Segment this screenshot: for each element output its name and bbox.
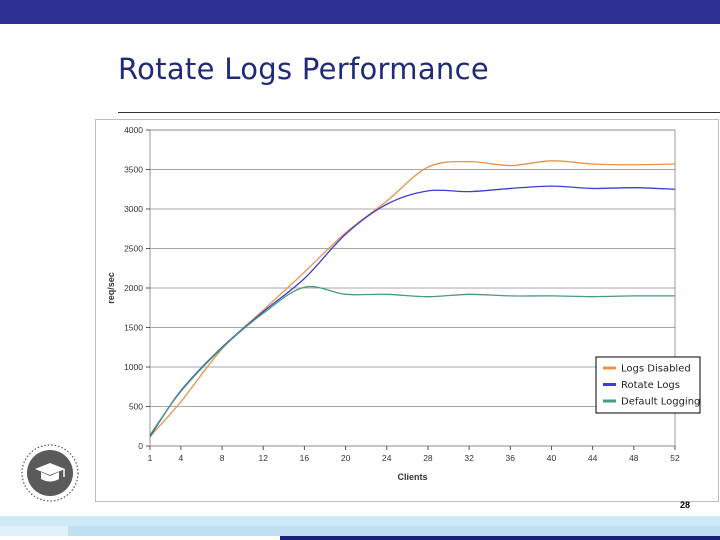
y-tick-label: 0 bbox=[138, 441, 143, 451]
series-line-default-logging bbox=[149, 285, 676, 436]
x-tick-label: 28 bbox=[423, 453, 433, 463]
x-tick-label: 44 bbox=[588, 453, 598, 463]
footer-band-mid bbox=[68, 526, 720, 536]
footer-band-light bbox=[0, 516, 720, 526]
y-axis-label: req/sec bbox=[106, 272, 116, 304]
footer-band-left bbox=[0, 526, 68, 536]
x-tick-label: 32 bbox=[464, 453, 474, 463]
slide-title: Rotate Logs Performance bbox=[118, 52, 489, 86]
legend-label: Logs Disabled bbox=[621, 364, 691, 375]
x-tick-label: 4 bbox=[179, 453, 184, 463]
y-tick-label: 500 bbox=[129, 402, 143, 412]
x-tick-label: 1 bbox=[148, 453, 153, 463]
header-bar bbox=[0, 0, 720, 24]
x-tick-label: 52 bbox=[670, 453, 680, 463]
x-tick-label: 12 bbox=[259, 453, 269, 463]
x-tick-label: 24 bbox=[382, 453, 392, 463]
y-tick-label: 3000 bbox=[124, 204, 143, 214]
x-axis-label: Clients bbox=[397, 472, 427, 482]
legend-label: Rotate Logs bbox=[621, 380, 680, 391]
legend-box bbox=[595, 356, 701, 414]
y-tick-label: 1000 bbox=[124, 362, 143, 372]
legend-label: Default Logging bbox=[621, 397, 700, 408]
x-tick-label: 20 bbox=[341, 453, 351, 463]
y-tick-label: 4000 bbox=[124, 125, 143, 135]
x-tick-label: 48 bbox=[629, 453, 639, 463]
y-tick-label: 1500 bbox=[124, 323, 143, 333]
x-tick-label: 40 bbox=[547, 453, 557, 463]
x-tick-label: 8 bbox=[220, 453, 225, 463]
y-tick-label: 2500 bbox=[124, 244, 143, 254]
footer-band-dark bbox=[280, 536, 720, 540]
x-tick-label: 36 bbox=[506, 453, 516, 463]
x-tick-label: 16 bbox=[300, 453, 310, 463]
page-number: 28 bbox=[680, 500, 691, 510]
graduation-cap-logo-icon bbox=[21, 444, 79, 502]
y-tick-label: 2000 bbox=[124, 283, 143, 293]
y-tick-label: 3500 bbox=[124, 165, 143, 175]
title-divider bbox=[118, 112, 720, 113]
